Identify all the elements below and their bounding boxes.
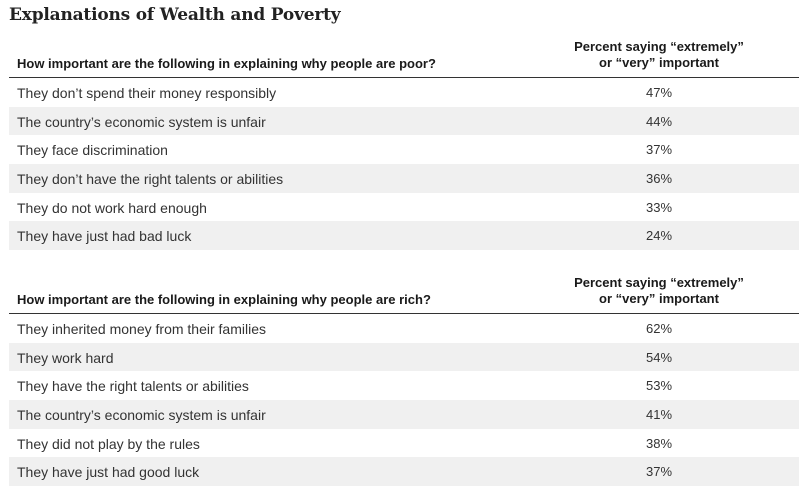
row-label: The country’s economic system is unfair <box>17 407 266 424</box>
table-row: They do not work hard enough 33% <box>9 193 799 222</box>
row-label: The country’s economic system is unfair <box>17 113 266 130</box>
row-label: They don’t spend their money responsibly <box>17 85 277 101</box>
question-header: How important are the following in expla… <box>17 292 431 307</box>
row-value: 36% <box>645 171 673 187</box>
table-row: They have just had good luck 37% <box>9 457 799 487</box>
table-header: How important are the following in expla… <box>9 270 799 314</box>
table-header: How important are the following in expla… <box>9 34 799 78</box>
poverty-table: How important are the following in expla… <box>9 34 799 251</box>
table-row: They did not play by the rules 38% <box>9 429 799 458</box>
table-body: They inherited money from their families… <box>9 314 799 487</box>
wealth-table: How important are the following in expla… <box>9 270 799 487</box>
row-label: They face discrimination <box>17 142 168 159</box>
value-header-line2: or “very” important <box>599 55 719 70</box>
row-value: 33% <box>645 199 673 215</box>
row-label: They have the right talents or abilities <box>17 378 249 395</box>
row-value: 53% <box>645 378 673 394</box>
value-column-header: Percent saying “extremely” or “very” imp… <box>509 275 809 307</box>
value-header-line2: or “very” important <box>599 291 719 306</box>
row-value: 62% <box>645 321 673 336</box>
row-label: They inherited money from their families <box>17 321 266 337</box>
row-value: 37% <box>645 142 673 158</box>
row-label: They do not work hard enough <box>17 199 207 216</box>
table-row: They face discrimination 37% <box>9 135 799 164</box>
row-label: They did not play by the rules <box>17 435 200 452</box>
row-value: 41% <box>645 407 673 423</box>
row-label: They have just had good luck <box>17 464 200 481</box>
row-value: 24% <box>645 228 673 244</box>
row-label: They work hard <box>17 349 114 366</box>
row-label: They don’t have the right talents or abi… <box>17 171 284 188</box>
question-header: How important are the following in expla… <box>17 56 436 71</box>
table-row: They work hard 54% <box>9 342 799 372</box>
row-value: 54% <box>645 349 673 365</box>
table-row: They have just had bad luck 24% <box>9 221 799 251</box>
value-column-header: Percent saying “extremely” or “very” imp… <box>509 39 809 71</box>
row-value: 38% <box>645 435 673 451</box>
table-row: They have the right talents or abilities… <box>9 371 799 400</box>
row-value: 47% <box>645 85 673 100</box>
table-body: They don’t spend their money responsibly… <box>9 78 799 251</box>
table-row: They don’t have the right talents or abi… <box>9 164 799 193</box>
row-label: They have just had bad luck <box>17 228 192 245</box>
value-header-line1: Percent saying “extremely” <box>574 39 744 54</box>
row-value: 37% <box>645 464 673 480</box>
table-row: The country’s economic system is unfair 4… <box>9 400 799 429</box>
table-row: They inherited money from their families… <box>9 314 799 343</box>
row-value: 44% <box>645 113 673 129</box>
page-title: Explanations of Wealth and Poverty <box>9 5 341 25</box>
table-row: They don’t spend their money responsibly… <box>9 78 799 107</box>
table-row: The country’s economic system is unfair 4… <box>9 106 799 136</box>
value-header-line1: Percent saying “extremely” <box>574 275 744 290</box>
